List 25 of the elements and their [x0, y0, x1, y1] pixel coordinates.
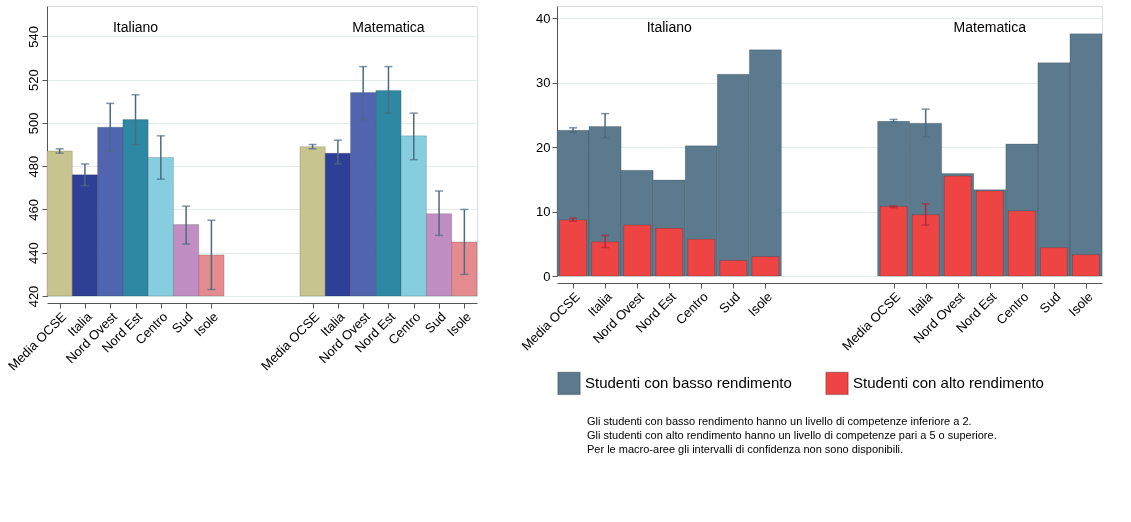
- y-tick-label: 520: [25, 69, 41, 91]
- x-tick-label: Isole: [1065, 289, 1096, 320]
- y-tick-label: 40: [536, 10, 551, 26]
- y-tick-label: 20: [536, 139, 551, 155]
- text: Gli studenti con basso rendimento hanno un livello di competenze inferiore a 2.: [587, 415, 972, 427]
- x-tick-label: Sud: [1036, 289, 1064, 317]
- legend-label: Studenti con basso rendimento: [585, 374, 792, 392]
- y-tick-label: 460: [25, 199, 41, 221]
- legend-label: Studenti con alto rendimento: [853, 374, 1044, 392]
- y-tick-label: 10: [536, 204, 551, 220]
- text: Per le macro-aree gli intervalli di confidenza non sono disponibili.: [587, 443, 904, 455]
- y-tick-label: 420: [25, 285, 41, 308]
- y-tick-label: 500: [25, 112, 41, 135]
- y-tick-label: 540: [25, 25, 41, 48]
- annotation: Matematica: [352, 19, 425, 35]
- y-tick-label: 480: [25, 155, 41, 178]
- y-tick-label: 440: [25, 242, 41, 265]
- text: Gli studenti con alto rendimento hanno un livello di competenze pari a 5 o superiore.: [587, 429, 997, 441]
- annotation: Matematica: [953, 19, 1027, 35]
- x-tick-label: Sud: [716, 289, 744, 317]
- y-tick-label: 0: [543, 268, 551, 284]
- annotation: Italiano: [112, 19, 159, 35]
- annotation: Italiano: [646, 19, 692, 35]
- y-tick-label: 30: [536, 75, 551, 91]
- x-tick-label: Isole: [745, 289, 776, 320]
